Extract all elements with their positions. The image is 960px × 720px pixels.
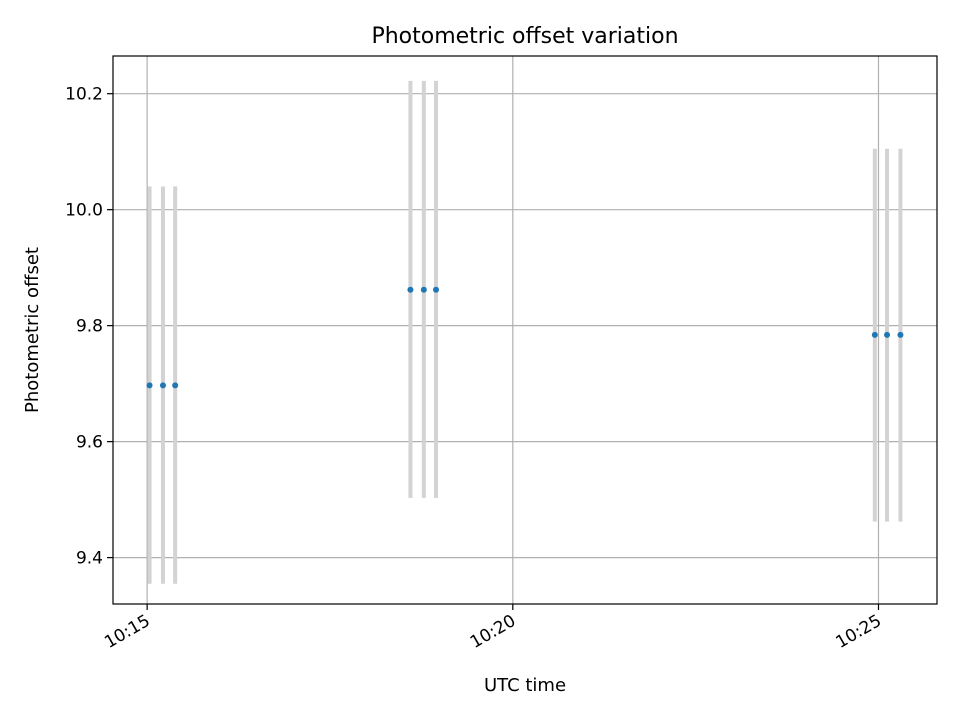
- data-point: [146, 382, 153, 389]
- y-tick-label: 9.6: [76, 433, 103, 453]
- grid: [113, 56, 937, 604]
- chart-title: Photometric offset variation: [371, 24, 678, 49]
- data-point: [433, 286, 440, 293]
- y-tick-label: 9.4: [76, 549, 103, 569]
- plot-frame: [112, 55, 938, 605]
- y-axis-label: Photometric offset: [22, 247, 43, 413]
- data-point: [420, 286, 427, 293]
- y-tick-label: 10.0: [65, 201, 103, 221]
- data-points: [146, 286, 904, 389]
- x-axis-label: UTC time: [484, 675, 566, 696]
- data-point: [159, 382, 166, 389]
- data-point: [884, 331, 891, 338]
- y-tick-label: 10.2: [65, 85, 103, 105]
- data-point: [871, 331, 878, 338]
- data-point: [172, 382, 179, 389]
- data-point: [407, 286, 414, 293]
- data-point: [897, 331, 904, 338]
- y-tick-label: 9.8: [76, 317, 103, 337]
